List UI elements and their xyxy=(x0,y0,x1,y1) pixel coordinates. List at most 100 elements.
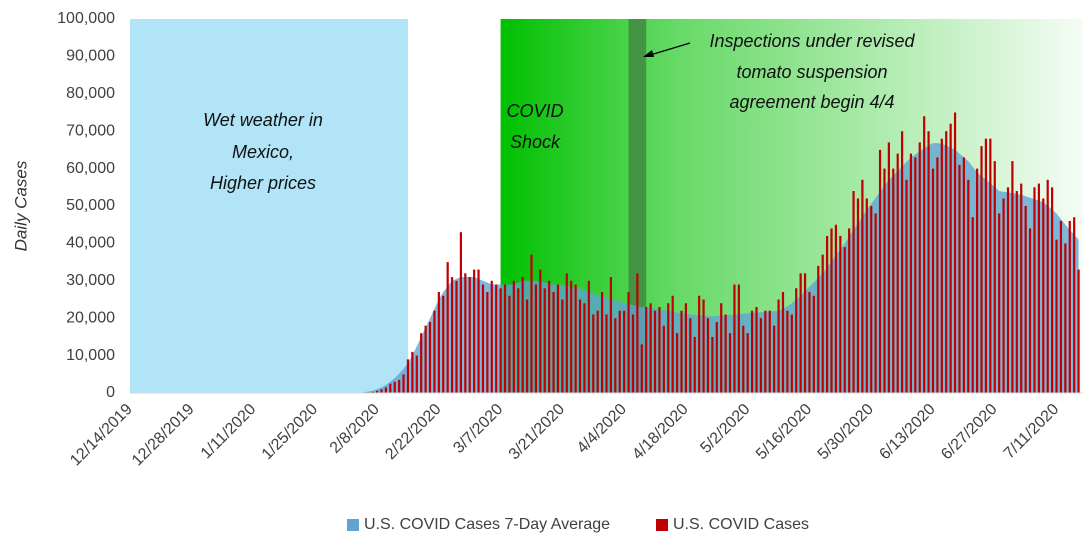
bar xyxy=(667,303,670,393)
bar xyxy=(371,391,374,393)
bar xyxy=(940,138,943,393)
bar xyxy=(759,318,763,393)
bar xyxy=(548,280,551,393)
bar xyxy=(953,112,957,393)
bar xyxy=(1028,228,1032,393)
bar xyxy=(574,284,577,393)
y-tick-label: 50,000 xyxy=(66,197,115,214)
bar xyxy=(808,292,811,393)
bar xyxy=(830,228,833,393)
bar xyxy=(1051,187,1054,393)
bar xyxy=(446,262,449,393)
bar xyxy=(521,277,524,393)
bar xyxy=(689,318,692,393)
x-tick-label: 5/16/2020 xyxy=(753,401,815,463)
bar xyxy=(424,325,427,393)
bar xyxy=(790,314,793,393)
y-tick-label: 0 xyxy=(106,384,115,401)
bar xyxy=(539,269,542,393)
bar xyxy=(1046,179,1049,393)
bar xyxy=(433,310,436,393)
bar xyxy=(1073,217,1076,393)
bar xyxy=(600,292,604,393)
bar xyxy=(733,284,736,393)
bar xyxy=(543,288,546,393)
average-area xyxy=(346,143,1079,393)
bar xyxy=(508,295,511,393)
bar xyxy=(892,168,895,393)
legend-swatch xyxy=(347,519,359,531)
bar xyxy=(825,235,829,393)
bar xyxy=(914,157,917,393)
x-tick-label: 3/21/2020 xyxy=(506,401,568,463)
bar xyxy=(715,321,718,393)
shaded-region xyxy=(628,19,647,393)
annotation: agreement begin 4/4 xyxy=(729,92,894,112)
bar xyxy=(724,314,727,393)
bar xyxy=(1006,187,1010,393)
bar xyxy=(768,310,771,393)
bar xyxy=(530,254,533,393)
annotation: tomato suspension xyxy=(736,62,887,82)
bar xyxy=(1033,187,1036,393)
y-tick-label: 10,000 xyxy=(66,347,115,364)
bar xyxy=(799,273,802,393)
x-tick-label: 2/22/2020 xyxy=(382,401,444,463)
legend-label: U.S. COVID Cases 7-Day Average xyxy=(364,516,610,533)
bar xyxy=(720,303,723,393)
bar xyxy=(534,284,538,393)
bar xyxy=(817,265,820,393)
bar xyxy=(389,383,392,393)
y-axis-title: Daily Cases xyxy=(11,160,30,251)
bar xyxy=(680,310,683,393)
bar xyxy=(442,295,445,393)
bar xyxy=(649,303,652,393)
bar xyxy=(984,138,988,393)
bar xyxy=(945,131,948,393)
bar xyxy=(931,168,935,393)
bar xyxy=(473,269,476,393)
bar xyxy=(552,292,555,393)
bar xyxy=(512,280,515,393)
bar xyxy=(578,299,582,393)
bar xyxy=(962,157,965,393)
bar xyxy=(887,142,890,393)
region-label: Shock xyxy=(510,132,561,152)
bar xyxy=(380,389,383,393)
bar xyxy=(976,168,979,393)
bar xyxy=(684,303,688,393)
bar xyxy=(587,280,590,393)
x-tick-label: 4/18/2020 xyxy=(629,401,691,463)
bar xyxy=(1042,198,1045,393)
bar xyxy=(658,306,661,393)
bar xyxy=(1002,198,1005,393)
region-label: COVID xyxy=(506,101,563,121)
x-tick-label: 5/30/2020 xyxy=(815,401,877,463)
bar xyxy=(406,359,410,393)
bar xyxy=(755,306,758,393)
bar xyxy=(839,235,842,393)
bar xyxy=(645,306,648,393)
bar xyxy=(609,277,613,393)
bar xyxy=(614,318,617,393)
legend-swatch xyxy=(656,519,668,531)
bar xyxy=(728,333,732,393)
bar xyxy=(865,198,868,393)
y-tick-label: 100,000 xyxy=(57,10,115,27)
bar xyxy=(764,310,767,393)
bar xyxy=(874,213,877,393)
bar xyxy=(411,351,414,393)
annotation-arrow xyxy=(646,42,691,57)
bar xyxy=(503,284,507,393)
bar xyxy=(927,131,930,393)
bar xyxy=(375,390,379,393)
bar xyxy=(1059,220,1063,393)
bar xyxy=(671,295,674,393)
bar xyxy=(675,333,679,393)
y-tick-label: 80,000 xyxy=(66,85,115,102)
bar xyxy=(909,153,913,393)
bar xyxy=(631,314,635,393)
bar xyxy=(958,164,961,393)
bar xyxy=(1064,243,1067,393)
y-tick-label: 40,000 xyxy=(66,235,115,252)
